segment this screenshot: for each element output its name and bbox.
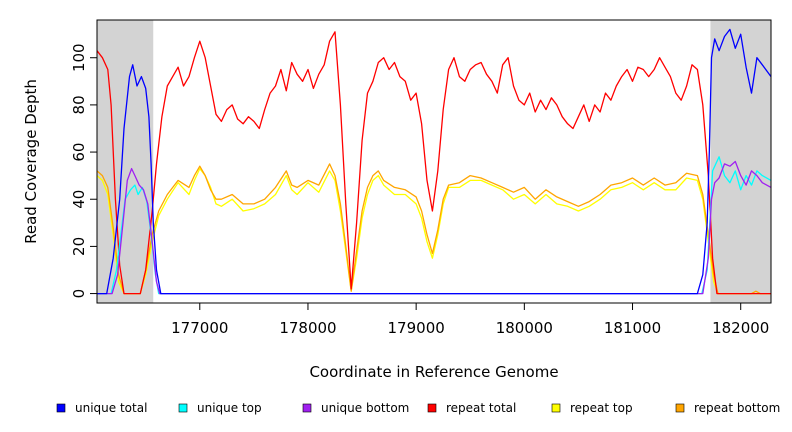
legend: unique total unique top unique bottom repea…	[56, 401, 780, 415]
x-tick-label: 182000	[712, 319, 769, 337]
x-axis-label: Coordinate in Reference Genome	[309, 363, 558, 381]
legend-swatch	[551, 403, 561, 413]
y-axis: 0 20 40 60 80 100	[70, 43, 97, 298]
y-tick-label: 0	[70, 289, 88, 299]
legend-label: unique total	[75, 401, 147, 415]
legend-label: unique bottom	[321, 401, 409, 415]
legend-swatch	[178, 403, 188, 413]
legend-label: repeat top	[570, 401, 633, 415]
x-tick-label: 181000	[604, 319, 661, 337]
x-tick-label: 178000	[279, 319, 336, 337]
series-unique-top	[97, 156, 772, 295]
series-repeat-total	[96, 31, 771, 295]
legend-label: unique top	[197, 401, 262, 415]
y-tick-label: 100	[70, 43, 88, 72]
legend-label: repeat bottom	[694, 401, 780, 415]
legend-item-unique-bottom: unique bottom	[302, 401, 409, 415]
y-tick-label: 80	[70, 95, 88, 114]
legend-swatch	[675, 403, 685, 413]
legend-item-repeat-total: repeat total	[427, 401, 516, 415]
y-tick-label: 40	[70, 190, 88, 209]
x-tick-label: 180000	[496, 319, 553, 337]
series-repeat-top	[96, 167, 771, 295]
legend-swatch	[302, 403, 312, 413]
shaded-region-1	[97, 20, 154, 303]
legend-label: repeat total	[446, 401, 516, 415]
y-axis-label: Read Coverage Depth	[22, 79, 40, 244]
legend-item-unique-top: unique top	[178, 401, 262, 415]
x-tick-label: 179000	[388, 319, 445, 337]
plot-frame	[96, 19, 772, 304]
shaded-regions	[97, 20, 771, 303]
legend-item-repeat-bottom: repeat bottom	[675, 401, 780, 415]
legend-swatch	[56, 403, 66, 413]
series-lines	[96, 28, 772, 295]
series-unique-bottom	[97, 160, 772, 295]
x-tick-label: 177000	[171, 319, 228, 337]
series-repeat-bottom	[96, 163, 771, 295]
y-tick-label: 60	[70, 143, 88, 162]
x-axis: 177000 178000 179000 180000 181000 182000	[171, 303, 769, 337]
legend-item-unique-total: unique total	[56, 401, 147, 415]
series-unique-total	[97, 28, 772, 295]
legend-swatch	[427, 403, 437, 413]
legend-item-repeat-top: repeat top	[551, 401, 633, 415]
shaded-region-2	[710, 20, 771, 303]
y-tick-label: 20	[70, 237, 88, 256]
